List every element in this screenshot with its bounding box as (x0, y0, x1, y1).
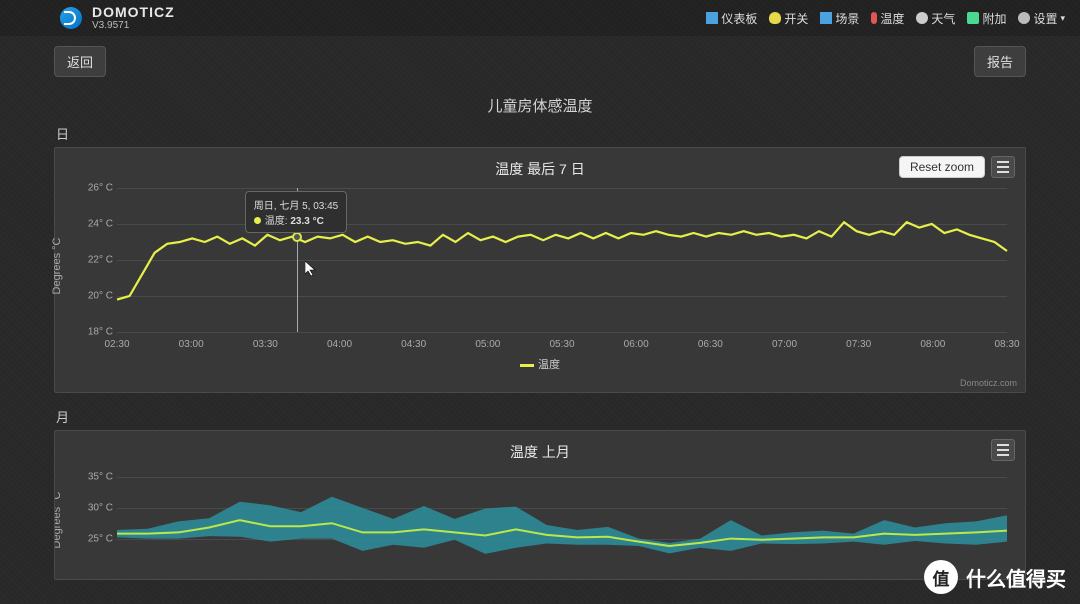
chart1-menu-button[interactable] (991, 156, 1015, 178)
brand-version: V3.9571 (92, 20, 175, 31)
content-area: 返回 报告 儿童房体感温度 日 温度 最后 7 日 Reset zoom Deg… (0, 36, 1080, 580)
nav-settings-label: 设置 (1033, 10, 1057, 27)
brand-name: DOMOTICZ (92, 5, 175, 20)
nav-settings[interactable]: 设置▾ (1015, 8, 1068, 29)
nav-addon-label: 附加 (982, 10, 1006, 27)
tooltip-header: 周日, 七月 5, 03:45 (254, 197, 338, 212)
legend-swatch (520, 364, 534, 367)
chart2-title: 温度 上月 (510, 442, 570, 462)
page-title: 儿童房体感温度 (54, 95, 1026, 116)
addon-icon (967, 12, 979, 24)
watermark: 值 什么值得买 (924, 560, 1066, 594)
logo-icon (60, 7, 82, 29)
chart2-header: 温度 上月 (65, 439, 1015, 465)
chart2-plot-area[interactable]: Degrees °C 25° C30° C35° C (65, 465, 1015, 575)
chart-tooltip: 周日, 七月 5, 03:45 温度: 23.3 °C (245, 191, 347, 233)
chart1-legend-label: 温度 (538, 359, 560, 371)
section-day-label: 日 (56, 124, 1026, 143)
cursor-icon (305, 261, 317, 277)
nav-temperature-label: 温度 (880, 10, 904, 27)
app-header: DOMOTICZ V3.9571 仪表板 开关 场景 温度 天气 附加 设置▾ (0, 0, 1080, 36)
watermark-text: 什么值得买 (966, 563, 1066, 592)
nav-bar: 仪表板 开关 场景 温度 天气 附加 设置▾ (703, 8, 1068, 29)
nav-switch[interactable]: 开关 (766, 8, 811, 29)
gear-icon (1018, 12, 1030, 24)
nav-weather[interactable]: 天气 (913, 8, 958, 29)
chevron-down-icon: ▾ (1060, 13, 1065, 24)
nav-dashboard-label: 仪表板 (721, 10, 757, 27)
nav-addon[interactable]: 附加 (964, 8, 1009, 29)
nav-dashboard[interactable]: 仪表板 (703, 8, 760, 29)
chart-day-panel: 温度 最后 7 日 Reset zoom Degrees °C 18° C20°… (54, 147, 1026, 393)
chart1-header: 温度 最后 7 日 Reset zoom (65, 156, 1015, 182)
nav-switch-label: 开关 (784, 10, 808, 27)
cloud-icon (916, 12, 928, 24)
chart1-plot-area[interactable]: Degrees °C 18° C20° C22° C24° C26° C02:3… (65, 182, 1015, 350)
nav-temperature[interactable]: 温度 (868, 8, 907, 29)
bulb-icon (769, 12, 781, 24)
chart2-ylabel: Degrees °C (54, 492, 63, 549)
chart1-ylabel: Degrees °C (51, 238, 63, 295)
watermark-badge: 值 (924, 560, 958, 594)
chart1-credit: Domoticz.com (960, 378, 1017, 388)
hover-marker (292, 232, 302, 242)
section-month-label: 月 (56, 407, 1026, 426)
dashboard-icon (706, 12, 718, 24)
scene-icon (820, 12, 832, 24)
brand-block: DOMOTICZ V3.9571 (92, 5, 175, 31)
nav-scene[interactable]: 场景 (817, 8, 862, 29)
back-button[interactable]: 返回 (54, 46, 106, 77)
thermometer-icon (871, 12, 877, 24)
report-button[interactable]: 报告 (974, 46, 1026, 77)
chart2-menu-button[interactable] (991, 439, 1015, 461)
nav-scene-label: 场景 (835, 10, 859, 27)
chart1-legend: 温度 (65, 350, 1015, 372)
tooltip-dot (254, 217, 261, 224)
chart-month-panel: 温度 上月 Degrees °C 25° C30° C35° C (54, 430, 1026, 580)
nav-weather-label: 天气 (931, 10, 955, 27)
action-row: 返回 报告 (54, 46, 1026, 77)
reset-zoom-button[interactable]: Reset zoom (899, 156, 985, 178)
tooltip-series: 温度: 23.3 °C (265, 216, 324, 227)
chart1-title: 温度 最后 7 日 (495, 159, 584, 179)
